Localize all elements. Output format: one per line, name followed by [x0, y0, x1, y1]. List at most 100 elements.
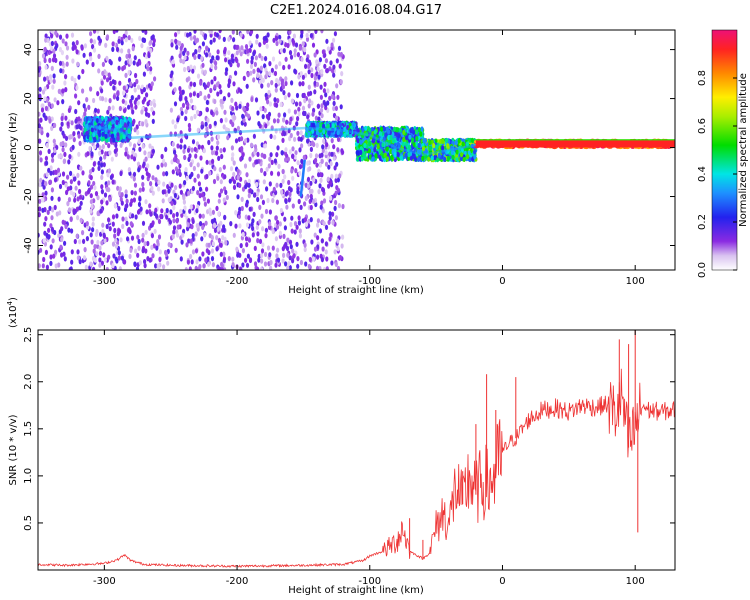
spectrogram-cell — [81, 230, 85, 236]
spectrogram-cell — [104, 97, 108, 103]
spectrogram-cell — [105, 200, 109, 206]
spectrogram-cell — [329, 161, 333, 167]
spectrogram-cell — [42, 184, 46, 190]
spectrogram-cell — [43, 96, 47, 102]
spectrogram-cell — [309, 90, 313, 96]
spectrogram-cell — [324, 102, 328, 108]
spectrogram-cell — [293, 221, 298, 227]
spectrogram-cell — [210, 63, 214, 69]
spectrogram-cell — [291, 146, 295, 152]
spectrogram-cell — [244, 236, 249, 242]
spectrogram-cell — [38, 138, 42, 144]
spectrogram-cell — [184, 267, 188, 270]
spectrogram-cell — [266, 82, 270, 88]
spectrogram-cell — [193, 105, 197, 111]
spectrogram-cell — [328, 215, 332, 221]
spectrogram-cell — [339, 104, 343, 110]
spectrogram-cell — [118, 190, 122, 196]
spectrogram-cell — [284, 56, 288, 62]
spectrogram-cell — [336, 187, 341, 193]
spectrogram-cell — [72, 131, 76, 137]
spectrogram-cell — [340, 71, 344, 77]
spectrogram-cell — [289, 54, 294, 60]
spectrogram-cell — [172, 205, 176, 211]
spectrogram-cell — [286, 252, 290, 258]
spectrogram-cell — [130, 154, 134, 160]
spectrogram-cell — [38, 67, 41, 73]
spectrogram-cell — [417, 156, 421, 162]
spectrogram-cell — [271, 56, 276, 62]
spectrogram-cell — [272, 186, 276, 192]
spectrogram-cell — [60, 115, 64, 122]
spectrogram-cell — [180, 110, 184, 116]
spectrogram-cell — [183, 144, 187, 150]
spectrogram-cell — [114, 142, 118, 148]
spectrogram-cell — [92, 161, 96, 167]
spectrogram-cell — [146, 101, 150, 107]
spectrogram-cell — [113, 148, 117, 154]
spectrogram-cell — [200, 168, 204, 174]
spectrogram-cell — [334, 215, 338, 221]
spectrogram-cell — [284, 198, 288, 204]
spectrogram-cell — [276, 118, 280, 124]
spectrogram-cell — [174, 32, 178, 38]
spectrogram-cell — [246, 102, 250, 108]
spectrogram-cell — [219, 251, 223, 257]
spectrogram-cell — [168, 219, 172, 225]
spectrogram-cell — [290, 228, 294, 234]
spectrogram-cell — [293, 109, 297, 115]
spectrogram-cell — [59, 126, 63, 132]
spectrogram-cell — [197, 47, 201, 53]
spectrogram-cell — [312, 256, 316, 262]
spectrogram-cell — [276, 171, 281, 177]
spectrogram-cell — [306, 138, 310, 144]
spectrogram-cell — [276, 79, 280, 85]
spectrogram-cell — [257, 257, 261, 263]
spectrogram-cell — [107, 180, 111, 186]
spectrogram-cell — [48, 74, 53, 80]
spectrogram-cell — [175, 232, 180, 238]
spectrogram-cell — [261, 199, 265, 205]
spectrogram-cell — [189, 81, 193, 87]
spectrogram-cell — [101, 131, 105, 137]
spectrogram-cell — [144, 229, 148, 235]
spectrogram-cell — [162, 171, 166, 177]
spectrogram-cell — [120, 192, 124, 198]
spectrogram-cell — [112, 30, 116, 35]
spectrogram-cell — [194, 248, 199, 254]
spectrogram-cell — [339, 79, 343, 85]
spectrogram-cell — [58, 210, 62, 216]
spectrogram-cell — [298, 233, 302, 239]
spectrogram-cell — [391, 138, 395, 144]
spectrogram-cell — [111, 221, 115, 227]
spectrogram-cell — [57, 262, 61, 268]
spectrogram-cell — [123, 108, 127, 114]
spectrogram-cell — [232, 37, 236, 43]
spectrogram-cell — [216, 91, 220, 97]
spectrogram-cell — [303, 217, 307, 223]
spectrogram-cell — [263, 171, 267, 177]
spectrogram-cell — [136, 61, 140, 67]
spectrogram-cell — [288, 149, 292, 155]
spectrogram-cell — [186, 222, 190, 228]
spectrogram-cell — [327, 164, 331, 170]
spectrogram-cell — [273, 158, 277, 164]
spectrogram-cell — [258, 42, 262, 48]
spectrogram-cell — [137, 167, 141, 173]
spectrogram-cell — [66, 121, 70, 127]
spectrogram-cell — [51, 57, 56, 63]
spectrogram-cell — [142, 37, 147, 44]
spectrogram-cell — [326, 123, 330, 129]
spectrogram-cell — [299, 136, 303, 142]
spectrogram-cell — [291, 258, 295, 264]
spectrogram-cell — [291, 153, 295, 159]
spectrogram-cell — [136, 209, 141, 215]
spectrogram-cell — [293, 68, 297, 74]
spectrogram-cell — [46, 132, 50, 138]
spectrogram-cell — [286, 156, 290, 162]
spectrogram-cell — [268, 101, 272, 107]
spectrogram-cell — [193, 54, 197, 61]
spectrogram-cell — [264, 227, 268, 233]
spectrogram-cell — [415, 135, 419, 142]
spectrogram-cell — [88, 145, 92, 152]
